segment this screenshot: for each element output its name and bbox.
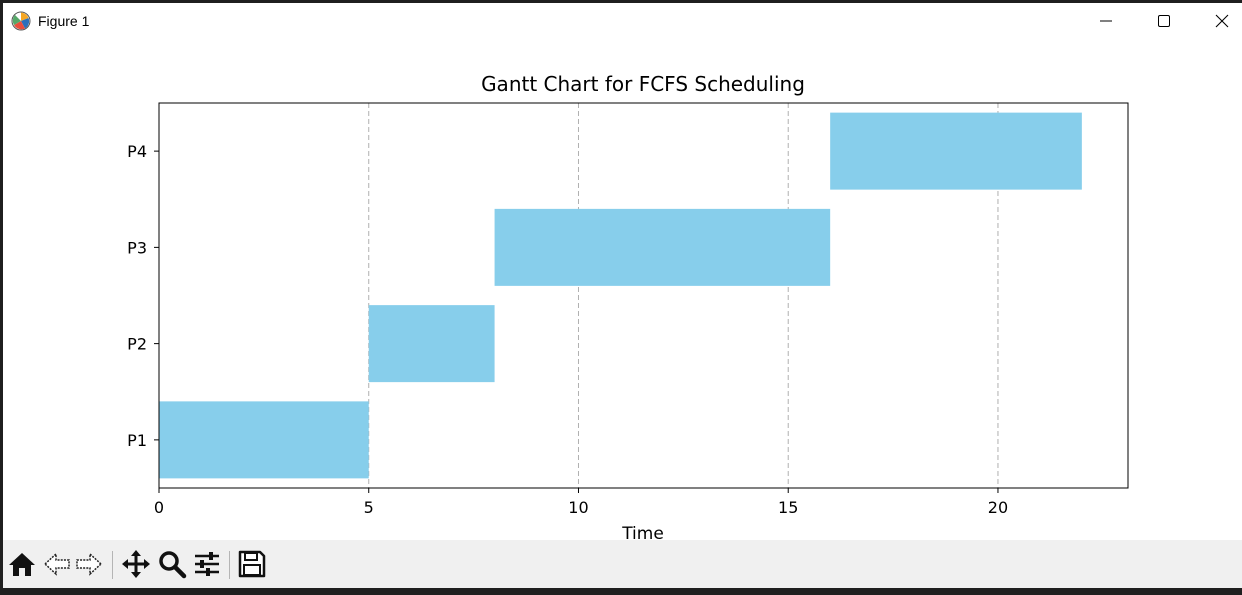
x-tick-label: 20 xyxy=(988,498,1008,517)
home-button[interactable] xyxy=(6,548,38,580)
forward-button[interactable] xyxy=(73,548,105,580)
bar-p2 xyxy=(368,305,495,383)
maximize-icon xyxy=(1158,15,1170,27)
pan-button[interactable] xyxy=(120,548,152,580)
y-tick-label: P1 xyxy=(127,431,147,450)
y-tick-label: P3 xyxy=(127,238,147,257)
configure-subplots-button[interactable] xyxy=(191,548,223,580)
y-tick-label: P2 xyxy=(127,335,147,354)
home-icon xyxy=(9,553,35,576)
move-icon xyxy=(122,550,150,578)
forward-arrow-icon xyxy=(76,552,103,576)
save-button[interactable] xyxy=(236,548,268,580)
title-bar[interactable]: Figure 1 xyxy=(3,3,1242,40)
bar-p4 xyxy=(830,112,1082,190)
gantt-chart: Gantt Chart for FCFS Scheduling 0 5 10 15 20… xyxy=(127,72,1129,540)
toolbar-separator xyxy=(112,551,113,579)
x-axis-ticks: 0 5 10 15 20 xyxy=(154,488,1008,517)
bar-p1 xyxy=(159,401,369,479)
x-tick-label: 5 xyxy=(364,498,374,517)
figure-canvas[interactable]: Gantt Chart for FCFS Scheduling 0 5 10 15 20… xyxy=(3,40,1242,540)
back-arrow-icon xyxy=(43,552,70,576)
navigation-toolbar xyxy=(3,540,1242,588)
x-axis-label: Time xyxy=(621,524,664,540)
sliders-icon xyxy=(195,552,219,576)
bar-p3 xyxy=(494,208,831,286)
chart-title: Gantt Chart for FCFS Scheduling xyxy=(481,72,805,96)
close-icon xyxy=(1215,14,1229,28)
back-button[interactable] xyxy=(41,548,73,580)
floppy-disk-icon xyxy=(238,550,266,578)
x-tick-label: 15 xyxy=(778,498,798,517)
magnifier-icon xyxy=(159,551,187,579)
plot-frame xyxy=(158,102,1129,489)
window-title: Figure 1 xyxy=(38,13,90,29)
maximize-button[interactable] xyxy=(1135,3,1193,40)
close-button[interactable] xyxy=(1193,3,1242,40)
zoom-button[interactable] xyxy=(156,548,188,580)
matplotlib-icon xyxy=(11,11,31,31)
x-tick-label: 10 xyxy=(568,498,588,517)
figure-window: Figure 1 Gantt Chart for FCFS Scheduling… xyxy=(3,3,1242,588)
y-axis-ticks: P1 P2 P3 P4 xyxy=(127,142,159,450)
bars xyxy=(159,112,1082,479)
minimize-icon xyxy=(1100,20,1112,22)
x-tick-label: 0 xyxy=(154,498,164,517)
y-tick-label: P4 xyxy=(127,142,147,161)
toolbar-separator xyxy=(229,551,230,579)
minimize-button[interactable] xyxy=(1077,3,1135,40)
